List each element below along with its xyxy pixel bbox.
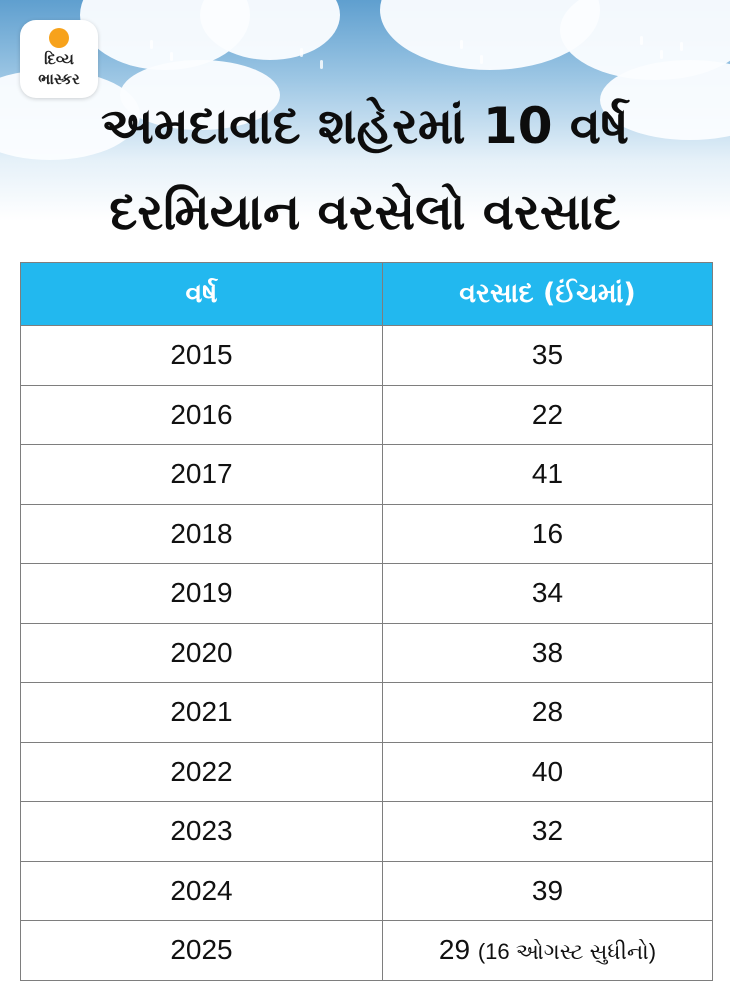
divya-bhaskar-logo: દિવ્ય ભાસ્કર — [20, 20, 98, 98]
table-row: 2018 16 — [20, 503, 713, 564]
year-cell: 2016 — [20, 384, 383, 445]
rainfall-value: 29 — [438, 934, 471, 966]
table-row: 2017 41 — [20, 444, 713, 505]
page-title-line2: દરમિયાન વરસેલો વરસાદ — [109, 183, 621, 241]
rainfall-note: (16 ઓગસ્ટ સુધીનો) — [477, 939, 657, 965]
table-row: 2022 40 — [20, 741, 713, 802]
page-title-line1: અમદાવાદ શહેરમાં 10 વર્ષ — [100, 97, 629, 155]
year-cell: 2018 — [20, 503, 383, 564]
year-cell: 2015 — [20, 325, 383, 386]
rainfall-cell: 32 — [382, 801, 713, 862]
rainfall-cell: 38 — [382, 622, 713, 683]
sun-icon — [49, 28, 69, 48]
logo-text-line1: દિવ્ય — [44, 50, 74, 68]
table-header-row: વર્ષ વરસાદ (ઈંચમાં) — [20, 262, 713, 326]
year-cell: 2019 — [20, 563, 383, 624]
year-cell: 2017 — [20, 444, 383, 505]
year-cell: 2024 — [20, 860, 383, 921]
rainfall-cell: 29 (16 ઓગસ્ટ સુધીનો) — [382, 920, 713, 981]
table-row: 2025 29 (16 ઓગસ્ટ સુધીનો) — [20, 920, 713, 981]
year-cell: 2021 — [20, 682, 383, 743]
rainfall-cell: 22 — [382, 384, 713, 445]
column-header-year: વર્ષ — [20, 262, 383, 326]
year-cell: 2023 — [20, 801, 383, 862]
year-cell: 2020 — [20, 622, 383, 683]
logo-text-line2: ભાસ્કર — [38, 70, 80, 88]
table-row: 2016 22 — [20, 384, 713, 445]
table-row: 2020 38 — [20, 622, 713, 683]
rainfall-cell: 28 — [382, 682, 713, 743]
year-cell: 2022 — [20, 741, 383, 802]
rainfall-cell: 34 — [382, 563, 713, 624]
rainfall-cell: 39 — [382, 860, 713, 921]
table-row: 2023 32 — [20, 801, 713, 862]
column-header-rainfall: વરસાદ (ઈંચમાં) — [382, 262, 713, 326]
table-row: 2019 34 — [20, 563, 713, 624]
rainfall-cell: 16 — [382, 503, 713, 564]
year-cell: 2025 — [20, 920, 383, 981]
rainfall-cell: 40 — [382, 741, 713, 802]
table-row: 2024 39 — [20, 860, 713, 921]
table-row: 2021 28 — [20, 682, 713, 743]
table-row: 2015 35 — [20, 325, 713, 386]
rainfall-cell: 35 — [382, 325, 713, 386]
rainfall-table: વર્ષ વરસાદ (ઈંચમાં) 2015 35 2016 22 2017 41… — [20, 262, 713, 981]
rain-cloud-background — [0, 0, 730, 260]
rainfall-cell: 41 — [382, 444, 713, 505]
